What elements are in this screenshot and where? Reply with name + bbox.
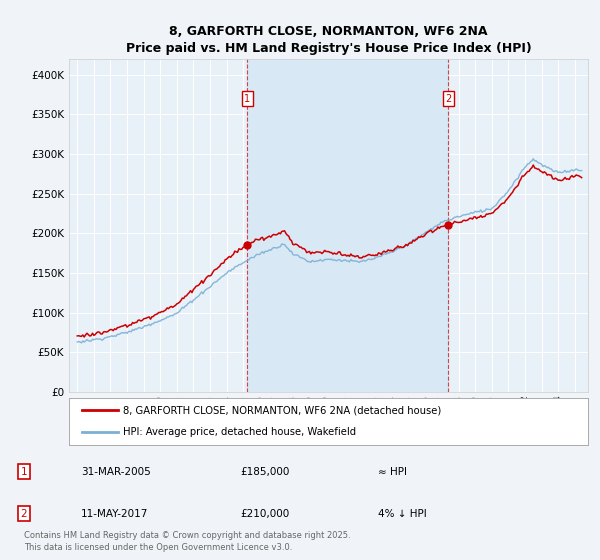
Text: 1: 1	[244, 94, 250, 104]
Text: 31-MAR-2005: 31-MAR-2005	[81, 467, 151, 477]
Bar	[247, 59, 448, 392]
Text: Contains HM Land Registry data © Crown copyright and database right 2025.
This d: Contains HM Land Registry data © Crown c…	[24, 531, 350, 552]
Text: 11-MAY-2017: 11-MAY-2017	[81, 509, 148, 519]
Text: 4% ↓ HPI: 4% ↓ HPI	[378, 509, 427, 519]
Text: 1: 1	[20, 467, 28, 477]
Text: 8, GARFORTH CLOSE, NORMANTON, WF6 2NA (detached house): 8, GARFORTH CLOSE, NORMANTON, WF6 2NA (d…	[124, 405, 442, 416]
Text: 2: 2	[445, 94, 451, 104]
Title: 8, GARFORTH CLOSE, NORMANTON, WF6 2NA
Price paid vs. HM Land Registry's House Pr: 8, GARFORTH CLOSE, NORMANTON, WF6 2NA Pr…	[125, 25, 532, 55]
Text: ≈ HPI: ≈ HPI	[378, 467, 407, 477]
Text: HPI: Average price, detached house, Wakefield: HPI: Average price, detached house, Wake…	[124, 427, 356, 437]
Text: £185,000: £185,000	[240, 467, 289, 477]
Text: 2: 2	[20, 509, 28, 519]
Text: £210,000: £210,000	[240, 509, 289, 519]
